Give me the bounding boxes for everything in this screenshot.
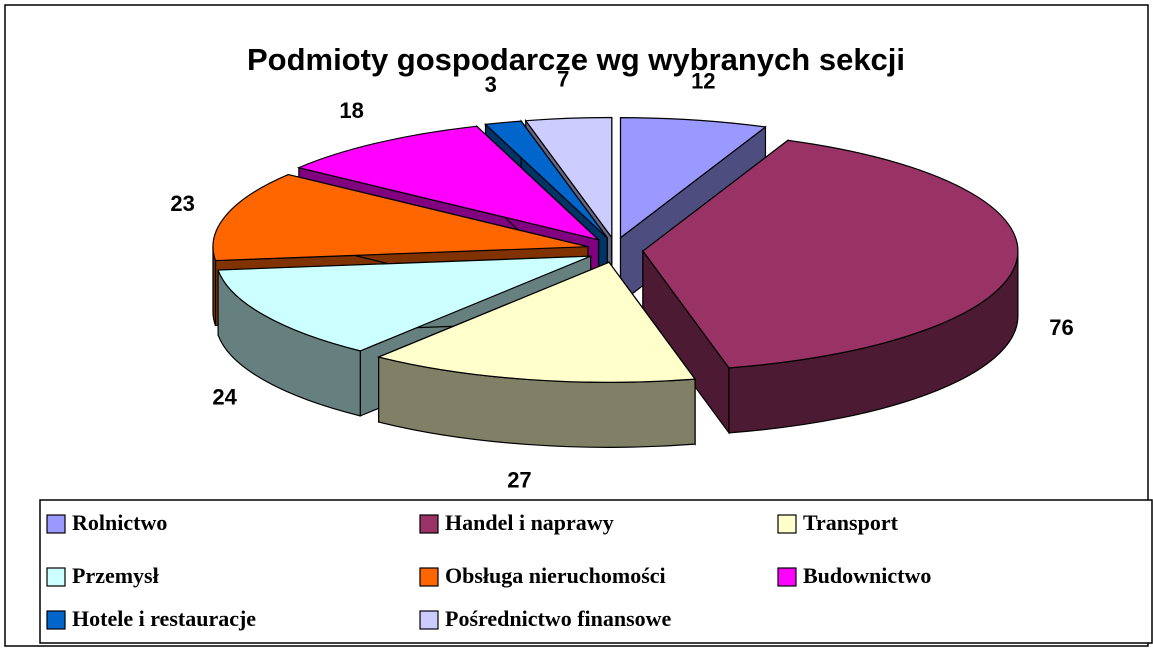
data-label: 18 [339,98,363,123]
legend-swatch [46,514,66,534]
legend-swatch [46,567,66,587]
data-label: 7 [557,66,569,91]
legend-swatch [777,514,797,534]
chart-title: Podmioty gospodarcze wg wybranych sekcji [247,42,905,77]
data-label: 3 [485,72,497,97]
slice [212,173,589,262]
legend-swatch [46,610,66,630]
data-label: 12 [691,69,715,94]
legend-label: Rolnictwo [72,510,167,535]
legend-label: Hotele i restauracje [72,606,256,631]
legend-label: Przemysł [72,563,159,588]
slice [642,139,1019,369]
legend-swatch [419,514,439,534]
slice [376,261,697,383]
data-label: 23 [170,191,194,216]
legend-label: Handel i naprawy [445,510,614,535]
slice [524,116,613,240]
data-label: 27 [507,467,531,492]
legend-swatch [777,567,797,587]
slice [217,255,591,352]
data-label: 76 [1049,315,1073,340]
slice [296,125,601,241]
legend-label: Budownictwo [803,563,931,588]
slice [619,117,767,239]
legend-swatch [419,610,439,630]
slice [484,120,608,239]
data-label: 24 [212,384,237,409]
legend-box [39,499,1153,644]
legend-label: Obsługa nieruchomości [445,563,666,588]
legend-swatch [419,567,439,587]
legend-label: Pośrednictwo finansowe [445,606,672,631]
legend-label: Transport [803,510,899,535]
